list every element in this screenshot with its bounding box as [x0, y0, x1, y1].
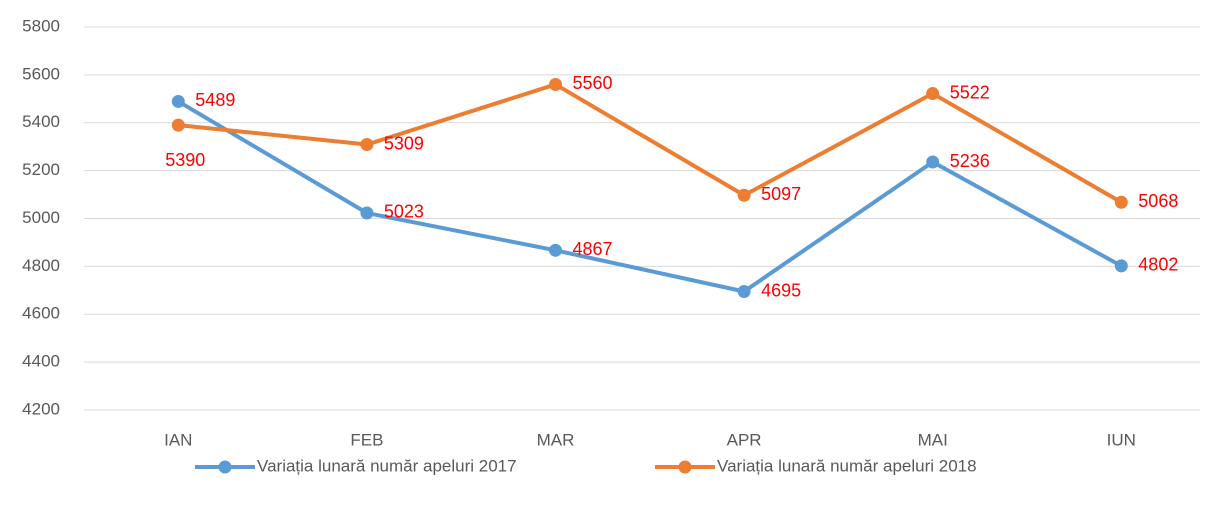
series-line [178, 82, 1123, 204]
point-marker [549, 77, 562, 91]
point-marker [737, 285, 751, 299]
point-marker [737, 188, 751, 202]
x-tick-label: MAR [537, 430, 575, 449]
y-tick-label: 5800 [22, 16, 60, 35]
y-tick-label: 5400 [22, 112, 60, 131]
y-tick-label: 4800 [22, 256, 60, 275]
point-marker [926, 155, 940, 169]
point-marker [360, 138, 374, 152]
data-label: 5023 [384, 202, 424, 222]
data-label: 4802 [1138, 255, 1178, 275]
x-tick-label: FEB [350, 430, 383, 449]
data-label: 5390 [165, 150, 205, 170]
x-tick-label: IAN [164, 430, 192, 449]
y-tick-label: 5200 [22, 160, 60, 179]
y-tick-label: 5000 [22, 208, 60, 227]
data-label: 5522 [950, 82, 990, 102]
legend-label: Variația lunară număr apeluri 2017 [257, 456, 517, 475]
point-marker [1114, 259, 1128, 273]
x-tick-label: MAI [918, 430, 948, 449]
y-tick-label: 4600 [22, 304, 60, 323]
data-label: 4867 [573, 239, 613, 259]
data-label: 5236 [950, 151, 990, 171]
data-label: 5489 [195, 90, 235, 110]
legend-label: Variația lunară număr apeluri 2018 [717, 456, 977, 475]
data-label: 4695 [761, 280, 801, 300]
point-marker [926, 87, 940, 101]
point-marker [171, 118, 185, 132]
point-marker [1114, 195, 1128, 209]
data-label: 5560 [573, 73, 613, 93]
y-tick-label: 4200 [22, 399, 60, 418]
x-tick-label: IUN [1107, 430, 1136, 449]
x-tick-label: APR [727, 430, 762, 449]
y-tick-label: 4400 [22, 352, 60, 371]
data-label: 5068 [1138, 191, 1178, 211]
legend-marker [218, 460, 232, 474]
series-line [177, 99, 1123, 294]
legend-marker [678, 460, 692, 474]
y-tick-label: 5600 [22, 64, 60, 83]
point-marker [360, 206, 374, 220]
point-marker [171, 94, 185, 108]
data-label: 5097 [761, 184, 801, 204]
point-marker [549, 243, 562, 257]
data-label: 5309 [384, 133, 424, 153]
